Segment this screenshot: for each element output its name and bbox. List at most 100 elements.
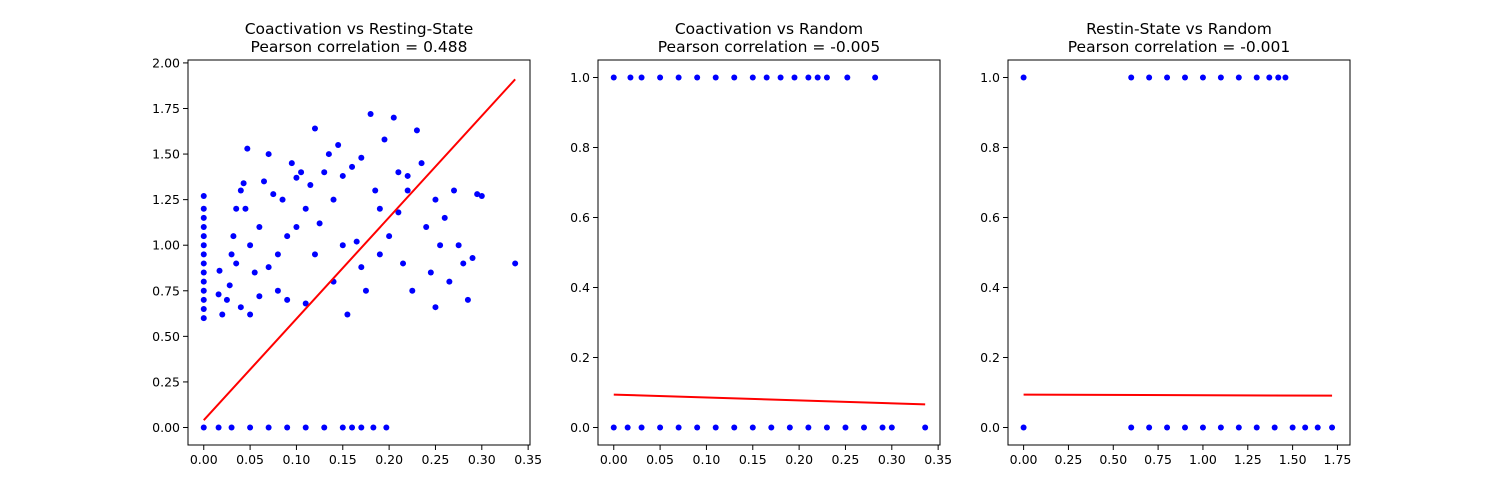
- data-point: [657, 424, 664, 431]
- data-point: [349, 424, 356, 431]
- data-point: [1199, 424, 1206, 431]
- y-tick-label: 0.6: [980, 210, 1000, 225]
- data-point: [230, 233, 237, 240]
- data-point: [1235, 424, 1242, 431]
- y-tick-label: 0.00: [152, 420, 180, 435]
- y-tick-label: 0.2: [570, 350, 590, 365]
- data-point: [731, 424, 738, 431]
- data-point: [413, 127, 420, 134]
- data-point: [474, 191, 481, 198]
- y-tick-label: 0.50: [152, 329, 180, 344]
- data-point: [349, 163, 356, 170]
- data-point: [610, 74, 617, 81]
- data-point: [270, 191, 277, 198]
- data-point: [200, 306, 207, 313]
- data-point: [1217, 74, 1224, 81]
- data-point: [200, 223, 207, 230]
- data-point: [228, 251, 235, 258]
- data-point: [316, 220, 323, 227]
- data-point: [233, 260, 240, 267]
- data-point: [200, 205, 207, 212]
- data-point: [240, 180, 247, 187]
- data-point: [344, 311, 351, 318]
- data-point: [879, 424, 886, 431]
- x-tick-label: 0.25: [1055, 452, 1083, 467]
- data-point: [251, 269, 258, 276]
- data-point: [404, 172, 411, 179]
- data-point: [1275, 74, 1282, 81]
- data-point: [1164, 74, 1171, 81]
- data-point: [200, 192, 207, 199]
- data-point: [823, 74, 830, 81]
- data-point: [284, 424, 291, 431]
- data-point: [712, 74, 719, 81]
- data-point: [200, 233, 207, 240]
- x-tick-label: 0.00: [190, 452, 218, 467]
- data-point: [427, 269, 434, 276]
- data-point: [279, 196, 286, 203]
- data-point: [200, 278, 207, 285]
- data-point: [1128, 74, 1135, 81]
- data-point: [339, 242, 346, 249]
- data-point: [228, 424, 235, 431]
- data-point: [842, 424, 849, 431]
- data-point: [437, 242, 444, 249]
- x-tick-label: 0.25: [422, 452, 450, 467]
- data-point: [1271, 424, 1278, 431]
- y-tick-label: 1.0: [980, 70, 1000, 85]
- data-point: [215, 424, 222, 431]
- data-point: [335, 141, 342, 148]
- data-point: [441, 214, 448, 221]
- data-point: [478, 192, 485, 199]
- data-point: [284, 233, 291, 240]
- data-point: [460, 260, 467, 267]
- data-point: [1329, 424, 1336, 431]
- data-point: [1302, 424, 1309, 431]
- data-point: [805, 424, 812, 431]
- data-point: [1217, 424, 1224, 431]
- data-point: [395, 169, 402, 176]
- data-point: [383, 424, 390, 431]
- data-point: [223, 296, 230, 303]
- data-point: [805, 74, 812, 81]
- data-point: [446, 278, 453, 285]
- data-point: [219, 311, 226, 318]
- data-point: [814, 74, 821, 81]
- data-point: [311, 125, 318, 132]
- chart-title: Restin-State vs Random: [1086, 20, 1272, 38]
- y-tick-label: 0.0: [980, 420, 1000, 435]
- data-point: [1199, 74, 1206, 81]
- y-tick-label: 0.4: [570, 280, 590, 295]
- data-point: [1146, 74, 1153, 81]
- data-point: [823, 424, 830, 431]
- data-point: [1282, 74, 1289, 81]
- data-point: [1182, 74, 1189, 81]
- data-point: [1164, 424, 1171, 431]
- data-point: [1146, 424, 1153, 431]
- y-tick-label: 1.0: [570, 70, 590, 85]
- data-point: [1020, 74, 1027, 81]
- data-point: [657, 74, 664, 81]
- data-point: [1182, 424, 1189, 431]
- data-point: [321, 169, 328, 176]
- x-tick-label: 0.05: [236, 452, 264, 467]
- data-point: [512, 260, 519, 267]
- data-point: [325, 151, 332, 158]
- axes-frame: [187, 59, 531, 446]
- x-tick-label: 0.50: [1099, 452, 1127, 467]
- data-point: [293, 174, 300, 181]
- x-tick-label: 0.20: [785, 452, 813, 467]
- data-point: [712, 424, 719, 431]
- data-point: [455, 242, 462, 249]
- data-point: [731, 74, 738, 81]
- data-point: [694, 424, 701, 431]
- data-point: [200, 269, 207, 276]
- y-tick-label: 0.6: [570, 210, 590, 225]
- x-tick-label: 0.10: [693, 452, 721, 467]
- scatter-points: [610, 74, 929, 431]
- data-point: [1289, 424, 1296, 431]
- x-tick-label: 0.25: [832, 452, 860, 467]
